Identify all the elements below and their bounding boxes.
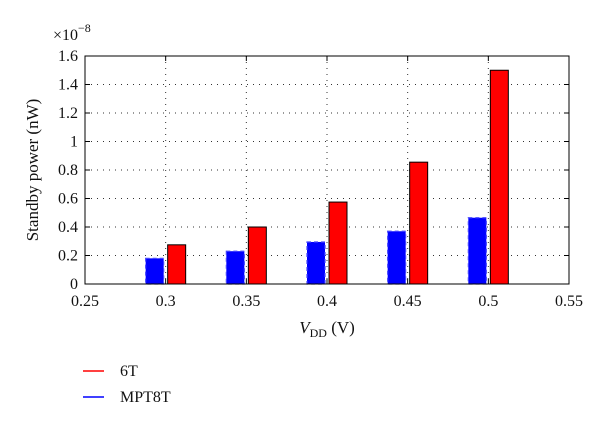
y-tick-label: 0.4 bbox=[58, 219, 78, 236]
bar-mpt8t bbox=[467, 217, 487, 285]
x-axis-label: VDD (V) bbox=[299, 318, 355, 340]
bar-mpt8t bbox=[145, 257, 165, 285]
y-axis-multiplier-base: ×10 bbox=[53, 27, 78, 44]
x-tick-label: 0.5 bbox=[478, 293, 498, 310]
bar-mpt8t bbox=[225, 250, 245, 285]
x-tick-label: 0.4 bbox=[317, 293, 337, 310]
y-tick-label: 1 bbox=[70, 134, 78, 151]
y-tick-label: 1.4 bbox=[58, 77, 78, 94]
legend-label: MPT8T bbox=[120, 389, 171, 406]
bar-mpt8t bbox=[387, 230, 407, 285]
y-tick-label: 0 bbox=[70, 276, 78, 293]
y-tick-label: 1.6 bbox=[58, 48, 78, 65]
y-tick-label: 0.2 bbox=[58, 248, 78, 265]
bar-6t bbox=[167, 244, 187, 285]
legend: 6T MPT8T bbox=[83, 363, 171, 406]
x-tick-label: 0.35 bbox=[232, 293, 260, 310]
x-axis-label-sub: DD bbox=[310, 326, 328, 340]
bar-6t bbox=[247, 226, 267, 285]
y-axis-label: Standby power (nW) bbox=[23, 99, 42, 242]
x-tick-label: 0.45 bbox=[394, 293, 422, 310]
x-ticks: 0.25 0.3 0.35 0.4 0.45 0.5 0.55 bbox=[71, 56, 583, 310]
x-axis-label-unit: (V) bbox=[327, 318, 355, 337]
y-tick-label: 1.2 bbox=[58, 105, 78, 122]
bars bbox=[145, 69, 509, 285]
y-ticks: 0 0.2 0.4 0.6 0.8 1 1.2 1.4 1.6 bbox=[58, 48, 569, 293]
y-axis-multiplier-exponent: −8 bbox=[78, 21, 91, 35]
legend-label: 6T bbox=[120, 363, 138, 380]
y-tick-label: 0.6 bbox=[58, 191, 78, 208]
x-tick-label: 0.3 bbox=[156, 293, 176, 310]
y-tick-label: 0.8 bbox=[58, 162, 78, 179]
x-tick-label: 0.55 bbox=[555, 293, 583, 310]
bar-6t bbox=[409, 161, 429, 285]
bar-mpt8t bbox=[306, 241, 326, 285]
x-axis-label-main: V bbox=[299, 318, 312, 337]
bar-6t bbox=[489, 69, 509, 285]
y-axis-multiplier: ×10−8 bbox=[53, 21, 91, 44]
bar-6t bbox=[328, 201, 348, 285]
grid-lines bbox=[85, 56, 569, 284]
x-tick-label: 0.25 bbox=[71, 293, 99, 310]
